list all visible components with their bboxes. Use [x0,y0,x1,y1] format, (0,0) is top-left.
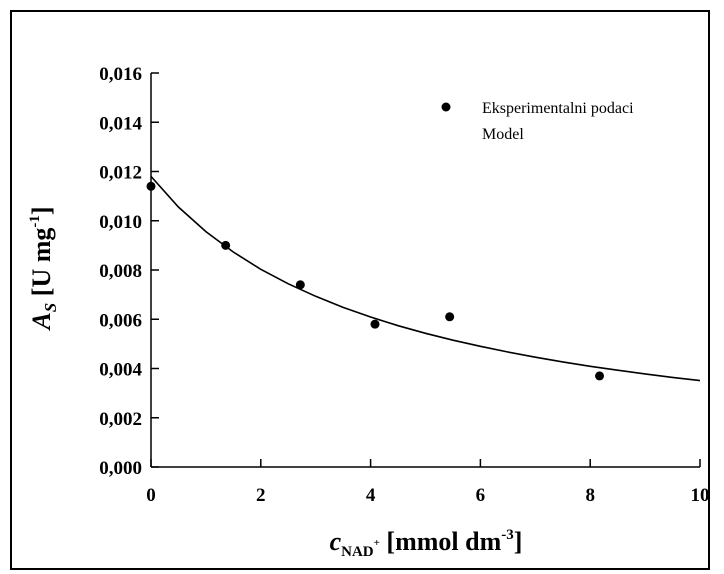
data-point [445,312,455,322]
data-point [370,319,380,329]
x-title-main: c [330,527,342,556]
y-tick-label: 0,016 [99,64,142,85]
x-tick-label: 2 [256,485,266,506]
x-title-rest: [mmol dm [380,527,502,556]
x-axis-title: cNAD+ [mmol dm-3] [330,527,523,560]
chart-frame [10,10,710,570]
model-curve [150,175,701,382]
y-tick-label: 0,002 [99,409,142,430]
legend-label-model: Model [482,126,524,143]
y-tick-label: 0,014 [99,113,142,134]
x-tick-label: 10 [691,485,710,506]
legend-marker-experimental [441,102,451,112]
x-title-close: ] [514,527,523,556]
y-tick-label: 0,008 [99,261,142,282]
x-title-sup: -3 [501,527,514,543]
y-tick-label: 0,006 [99,310,142,331]
y-title-sub: S [41,303,60,312]
data-point [595,371,605,381]
y-title-main: A [27,312,56,331]
data-point [146,181,156,191]
legend-label-experimental: Eksperimentalni podaci [482,100,634,117]
y-title-rest: [U mg [27,228,56,303]
x-tick-label: 4 [366,485,376,506]
y-tick-label: 0,000 [99,458,142,479]
y-tick-label: 0,012 [99,163,142,184]
x-tick-label: 0 [146,485,156,506]
x-title-sub: NAD [341,544,374,560]
y-axis-title: AS [U mg-1] [27,206,60,331]
x-title-sub-sup: + [374,537,380,549]
data-point [295,280,305,290]
y-title-close: ] [27,206,56,215]
y-tick-label: 0,010 [99,212,142,233]
y-tick-label: 0,004 [99,360,142,381]
data-point [221,240,231,250]
x-tick-label: 8 [585,485,595,506]
x-tick-label: 6 [476,485,486,506]
y-title-sup: -1 [27,215,43,228]
